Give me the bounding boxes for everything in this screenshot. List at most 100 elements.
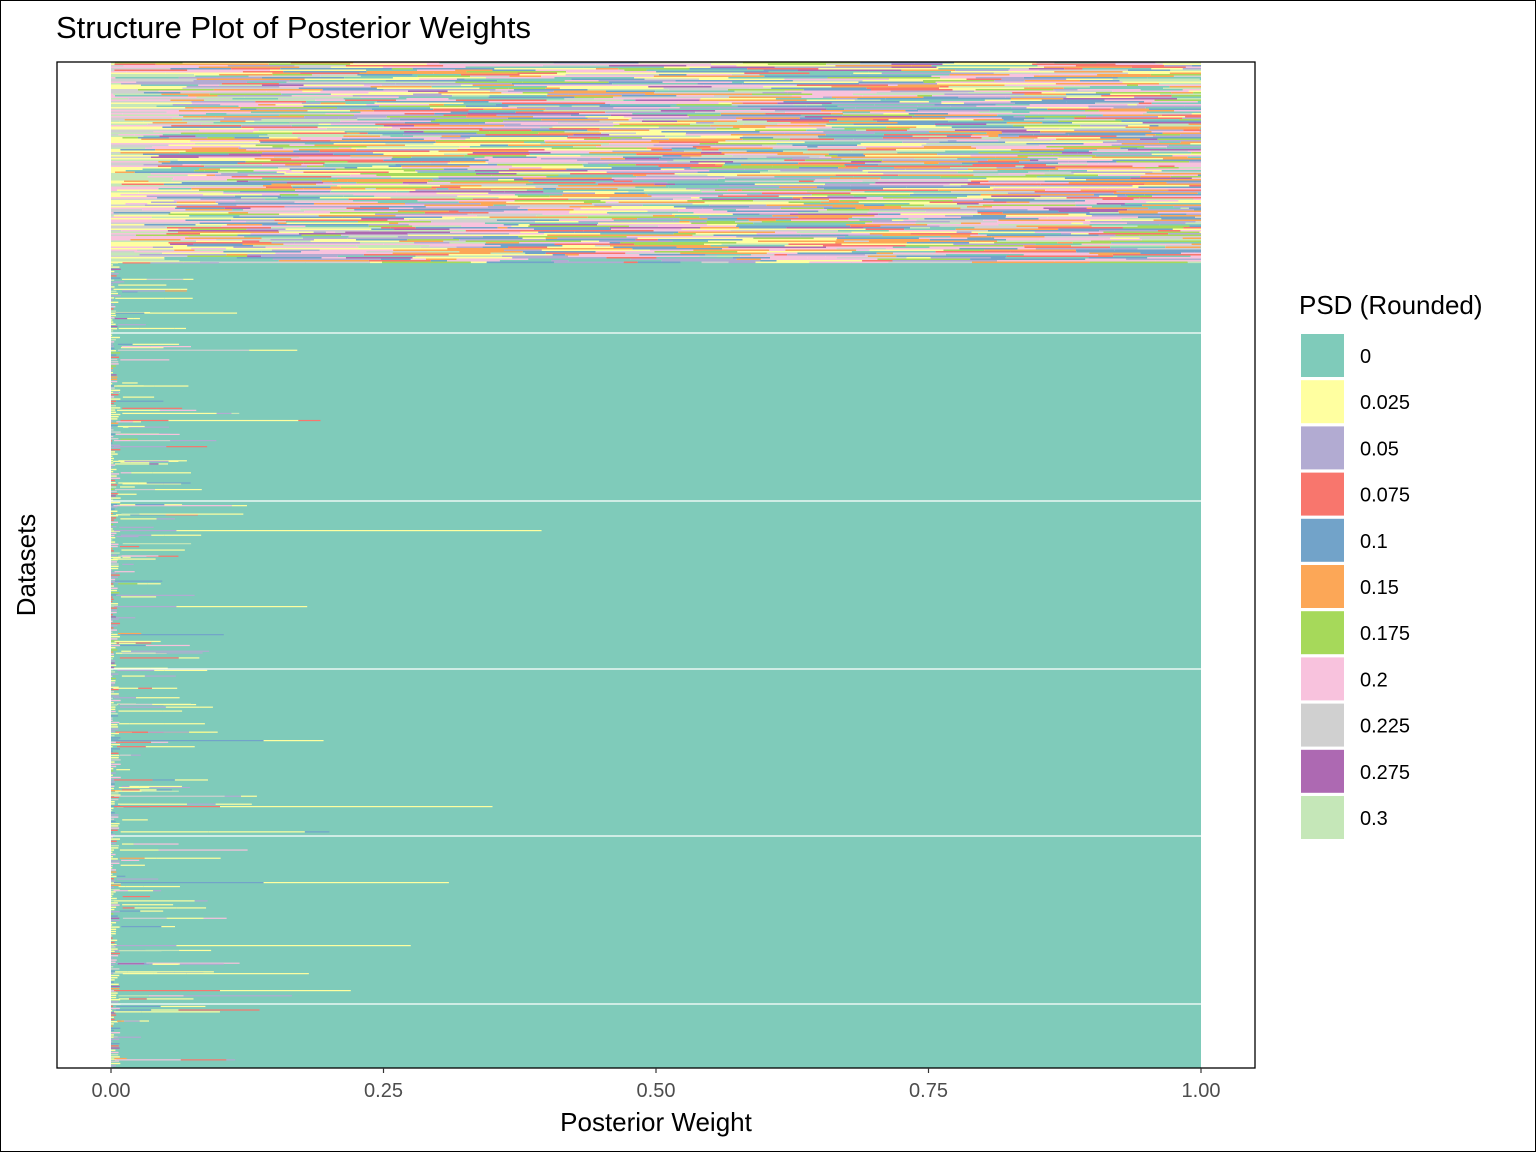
bar-segment — [114, 317, 128, 320]
bar-segment — [1046, 146, 1145, 148]
bar-segment — [240, 505, 247, 507]
bar-segment — [113, 460, 125, 462]
bar-segment — [492, 156, 537, 159]
bar-segment — [111, 149, 121, 151]
bar-segment — [1068, 134, 1146, 136]
bar-segment — [1036, 182, 1069, 184]
bar-segment — [966, 206, 993, 208]
bar-segment — [111, 937, 113, 939]
bar-segment — [139, 327, 175, 330]
bar-segment — [831, 113, 844, 115]
bar-segment — [898, 174, 974, 177]
bar-segment — [111, 376, 118, 378]
bar-segment — [748, 219, 776, 222]
bar-segment — [111, 638, 118, 640]
bar-segment — [447, 90, 490, 93]
bar-segment — [889, 78, 967, 81]
bar-segment — [1110, 93, 1161, 96]
bar-segment — [261, 155, 351, 157]
bar-segment — [275, 104, 367, 106]
bar-segment — [122, 382, 138, 384]
bar-segment — [272, 74, 312, 76]
bar-segment — [956, 230, 988, 232]
bar-segment — [635, 186, 669, 189]
bar-segment — [255, 101, 307, 103]
x-axis-title: Posterior Weight — [560, 1107, 752, 1137]
bar-segment — [121, 789, 140, 791]
bar-segment — [226, 254, 248, 256]
bar-segment — [189, 731, 218, 733]
bar-segment — [1042, 122, 1073, 124]
bar-segment — [1175, 179, 1201, 181]
bar-segment — [984, 207, 1044, 210]
bar-segment — [970, 135, 989, 138]
bar-segment — [444, 153, 468, 156]
bar-segment — [179, 963, 224, 965]
bar-segment — [833, 140, 948, 142]
bar-segment — [180, 92, 281, 94]
bar-segment — [676, 104, 732, 106]
bar-segment — [984, 99, 1042, 102]
bar-segment — [418, 78, 457, 81]
bar-segment — [994, 237, 1111, 240]
bar-segment — [200, 261, 306, 264]
bar-segment — [122, 483, 164, 485]
bar-segment — [739, 137, 774, 139]
bar-segment — [111, 385, 116, 387]
bar-segment — [389, 207, 414, 210]
bar-segment — [609, 134, 686, 136]
bar-segment — [185, 209, 233, 211]
bar-segment — [412, 257, 513, 259]
bar-segment — [235, 200, 354, 202]
bar-segment — [701, 149, 719, 151]
bar-segment — [747, 158, 793, 160]
bar-segment — [152, 122, 188, 124]
bar-segment — [606, 90, 656, 93]
bar-segment — [902, 141, 940, 144]
bar-segment — [944, 93, 1025, 96]
bar-segment — [111, 277, 121, 279]
bar-segment — [147, 123, 202, 126]
bar-segment — [271, 249, 320, 252]
bar-segment — [185, 150, 258, 153]
bar-segment — [884, 204, 925, 207]
bar-segment — [865, 155, 971, 157]
bar-segment — [289, 122, 405, 124]
bar-segment — [394, 228, 450, 231]
bar-segment — [201, 102, 302, 105]
bar-segment — [111, 636, 120, 638]
bar-segment — [170, 440, 217, 442]
bar-segment — [1199, 131, 1201, 133]
bar-segment — [997, 260, 1067, 262]
bar-segment — [1068, 161, 1087, 163]
bar-segment — [541, 119, 629, 121]
bar-segment — [706, 221, 736, 223]
bar-segment — [111, 587, 118, 589]
bar-segment — [111, 107, 186, 109]
bar-segment — [130, 514, 166, 516]
bar-segment — [195, 75, 249, 78]
bar-segment — [741, 189, 851, 192]
bar-segment — [247, 174, 351, 177]
bar-segment — [461, 84, 473, 87]
bar-segment — [890, 90, 975, 93]
bar-segment — [544, 149, 652, 151]
bar-segment — [470, 75, 510, 78]
bar-segment — [841, 243, 954, 246]
bar-segment — [122, 137, 138, 139]
bar-segment-psd-0.025 — [220, 990, 351, 992]
bar-segment — [600, 233, 674, 235]
bar-segment — [1028, 86, 1090, 88]
bar-segment — [111, 221, 199, 223]
bar-segment — [423, 138, 466, 141]
bar-segment — [777, 153, 829, 156]
bar-segment — [179, 152, 262, 154]
bar-segment — [246, 149, 299, 151]
bar-segment — [766, 204, 864, 207]
bar-segment-psd-0.025 — [263, 740, 324, 742]
bar-segment — [427, 180, 529, 183]
bar-segment — [1033, 75, 1113, 78]
bar-segment — [742, 102, 778, 105]
bar-segment — [111, 475, 117, 477]
bar-segment — [303, 105, 380, 108]
